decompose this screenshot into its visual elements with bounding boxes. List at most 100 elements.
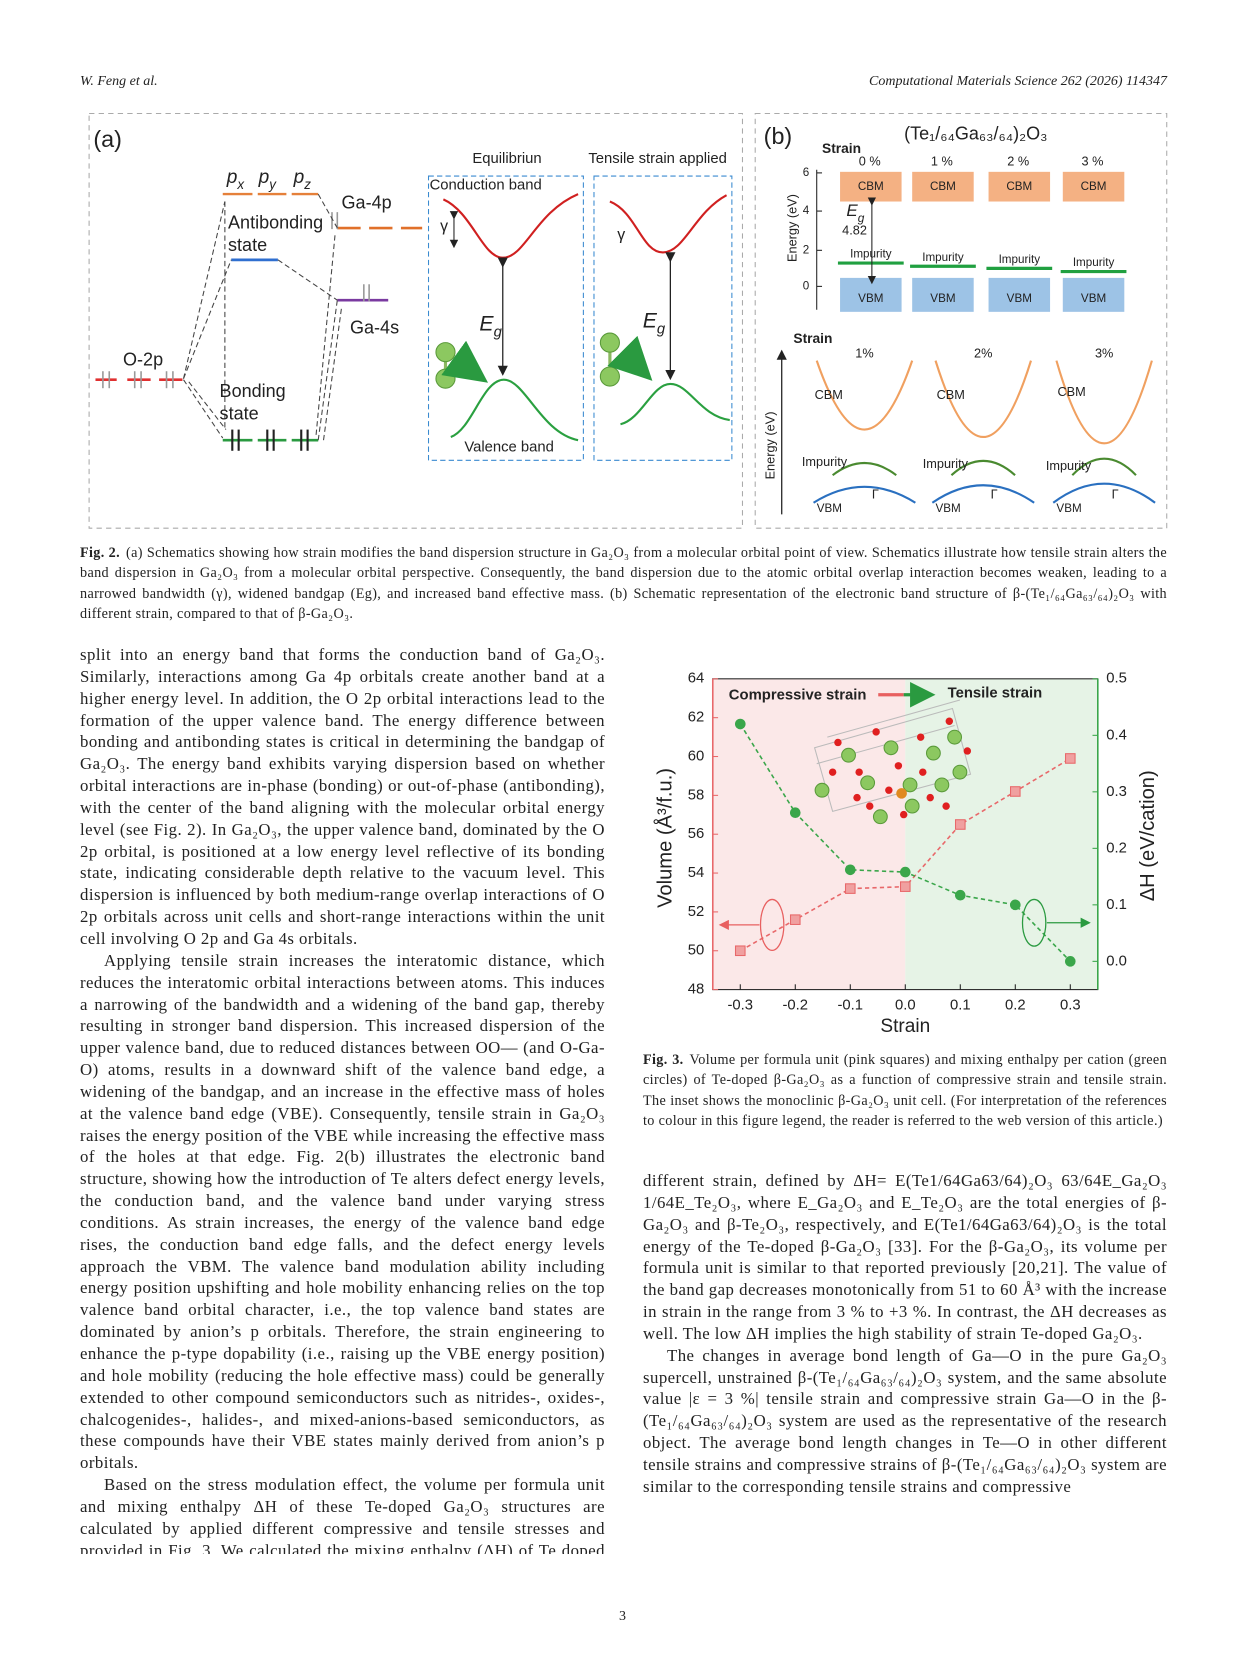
subscript: g: [858, 211, 865, 225]
caption-text: (a) Schematics showing how strain modifi…: [80, 545, 1167, 622]
point: [1009, 786, 1021, 797]
curve: [831, 462, 897, 477]
curve: [1052, 482, 1156, 504]
label: VBM: [1081, 292, 1106, 305]
right-column: different strain, defined by ΔH= E(Te1/6…: [643, 1170, 1167, 1550]
y2-tick-label: 0.0: [1106, 953, 1127, 969]
label: (Te₁/₆₄Ga₆₃/₆₄)₂O₃: [904, 123, 1047, 143]
label: Valence band: [464, 440, 554, 456]
curve: [442, 193, 579, 259]
label: CBM: [1057, 384, 1085, 399]
atom: [945, 717, 954, 725]
label: 2 %: [1007, 154, 1029, 169]
orbital-label: px: [226, 167, 246, 192]
y-axis-title: Volume (Å³/f.u.): [653, 768, 676, 908]
left-column: split into an energy band that forms the…: [80, 644, 605, 1554]
label: 1 %: [931, 154, 953, 169]
x-axis-title: Strain: [880, 1016, 930, 1037]
label: CBM: [858, 180, 884, 193]
atom: [834, 738, 842, 747]
curve: [609, 194, 728, 254]
atom: [814, 782, 830, 798]
orbital-label: pz: [293, 167, 312, 192]
subscript: g: [657, 321, 666, 337]
tensile-region: [905, 678, 1098, 990]
label: VBM: [936, 502, 961, 515]
label: VBM: [1007, 292, 1032, 305]
atom: [942, 802, 950, 810]
caption-label: Fig. 3.: [643, 1052, 684, 1068]
label: 3 %: [1082, 154, 1104, 169]
atom: [904, 798, 920, 814]
atom: [855, 768, 863, 776]
annotation: Tensile strain: [948, 686, 1042, 702]
point: [1064, 753, 1076, 764]
paragraph: split into an energy band that forms the…: [80, 645, 605, 948]
point: [954, 819, 966, 830]
line: [317, 193, 338, 229]
cbm-box: [1062, 171, 1125, 202]
label: Γ: [872, 487, 879, 502]
line: [317, 300, 338, 441]
bandgap-value: 4.82: [842, 223, 867, 238]
line: [322, 307, 343, 441]
line: [183, 259, 232, 379]
point: [734, 718, 746, 730]
label: Ga-4s: [350, 318, 399, 338]
atom: [896, 788, 907, 799]
axis-title: Energy (eV): [785, 194, 800, 262]
arrow: [441, 340, 489, 383]
x-tick-label: -0.1: [838, 997, 864, 1013]
paragraph: Applying tensile strain increases the in…: [80, 950, 605, 1473]
bandgap-label: Eg: [479, 312, 502, 340]
label: VBM: [930, 292, 955, 305]
y-tick-label: 48: [688, 982, 705, 998]
figure-3-caption: Fig. 3. Volume per formula unit (pink squ…: [643, 1050, 1167, 1154]
bandgap-label: Eg: [643, 309, 666, 337]
atom: [599, 332, 620, 353]
atom: [919, 768, 927, 776]
point: [844, 883, 856, 894]
band-box: [593, 175, 733, 461]
paragraph: different strain, defined by ΔH= E(Te1/6…: [643, 1171, 1167, 1343]
label: CBM: [815, 387, 843, 402]
atom: [599, 366, 620, 387]
point: [844, 864, 856, 876]
subscript: x: [236, 177, 245, 192]
subscript: z: [303, 177, 311, 192]
atom: [435, 342, 456, 363]
y-tick-label: 54: [688, 865, 705, 881]
label: CBM: [1081, 180, 1107, 193]
label: Impurity: [802, 454, 848, 469]
series-marker-ring: [1021, 898, 1047, 947]
label: Impurity: [1046, 458, 1092, 473]
atom: [899, 810, 908, 819]
running-authors: W. Feng et al.: [80, 74, 158, 89]
atom: [860, 775, 876, 791]
x-tick-label: -0.2: [783, 997, 809, 1013]
inset-crystal: [813, 699, 972, 825]
symbol: p: [258, 167, 270, 188]
label: (b): [764, 123, 793, 149]
y-tick-label: 60: [688, 748, 705, 764]
label: CBM: [1006, 180, 1032, 193]
annotation: Compressive strain: [729, 688, 867, 704]
subscript: y: [268, 177, 277, 192]
label: Γ: [1112, 487, 1119, 502]
label: γ: [440, 218, 448, 235]
paragraph: The changes in average bond length of Ga…: [643, 1345, 1167, 1496]
cbm-box: [988, 171, 1051, 202]
orbital-label: py: [258, 167, 278, 192]
axis-title: Energy (eV): [762, 412, 777, 480]
y2-tick-label: 0.4: [1106, 727, 1127, 743]
label: Γ: [991, 487, 998, 502]
atom: [841, 747, 856, 763]
label: Conduction band: [430, 178, 542, 194]
symbol: p: [293, 167, 305, 188]
label: Impurity: [1073, 256, 1115, 269]
line: [183, 379, 224, 439]
label: 1%: [855, 346, 873, 361]
label: (a): [93, 126, 122, 152]
curve: [815, 360, 914, 431]
symbol: p: [226, 167, 238, 188]
